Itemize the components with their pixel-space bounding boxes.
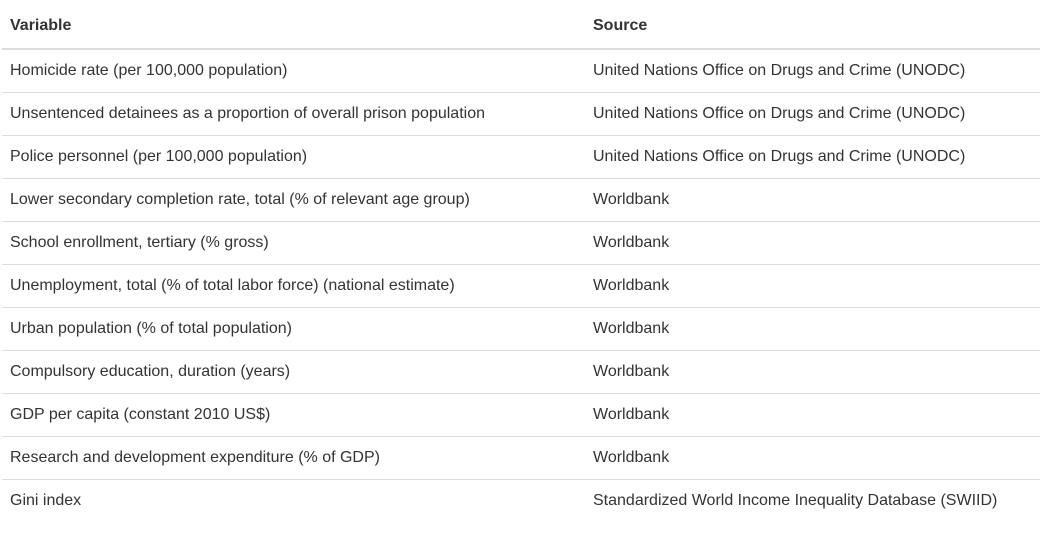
source-cell: Worldbank <box>585 307 1040 351</box>
source-cell: United Nations Office on Drugs and Crime… <box>585 49 1040 93</box>
table-row: Compulsory education, duration (years) W… <box>2 350 1040 394</box>
table-body: Homicide rate (per 100,000 population) U… <box>2 49 1040 522</box>
table-row: GDP per capita (constant 2010 US$) World… <box>2 393 1040 437</box>
variable-cell: School enrollment, tertiary (% gross) <box>2 221 585 265</box>
table-row: Unsentenced detainees as a proportion of… <box>2 92 1040 136</box>
table-header: Variable Source <box>2 4 1040 50</box>
source-cell: United Nations Office on Drugs and Crime… <box>585 92 1040 136</box>
variable-cell: Homicide rate (per 100,000 population) <box>2 49 585 93</box>
table-row: School enrollment, tertiary (% gross) Wo… <box>2 221 1040 265</box>
variables-table: Variable Source Homicide rate (per 100,0… <box>2 4 1040 522</box>
source-cell: Worldbank <box>585 264 1040 308</box>
source-cell: Worldbank <box>585 393 1040 437</box>
variable-cell: Gini index <box>10 492 82 509</box>
table-header-row: Variable Source <box>2 4 1040 50</box>
variable-cell: Urban population (% of total population) <box>2 307 585 351</box>
variable-cell: GDP per capita (constant 2010 US$) <box>2 393 585 437</box>
source-cell: United Nations Office on Drugs and Crime… <box>585 135 1040 179</box>
source-cell: Worldbank <box>585 221 1040 265</box>
table-row: Homicide rate (per 100,000 population) U… <box>2 49 1040 93</box>
source-cell: Worldbank <box>585 178 1040 222</box>
table-row: Lower secondary completion rate, total (… <box>2 178 1040 222</box>
variable-cell: Research and development expenditure (% … <box>2 436 585 480</box>
source-cell: Worldbank <box>585 350 1040 394</box>
column-header-variable: Variable <box>2 4 585 50</box>
column-header-source: Source <box>585 4 1040 50</box>
variable-cell: Unsentenced detainees as a proportion of… <box>2 92 585 136</box>
variable-cell: Police personnel (per 100,000 population… <box>2 135 585 179</box>
table-row: Gini index Standardized World Income Ine… <box>2 480 1040 523</box>
variable-cell: Compulsory education, duration (years) <box>2 350 585 394</box>
source-cell: Worldbank <box>585 436 1040 480</box>
variable-cell: Unemployment, total (% of total labor fo… <box>2 264 585 308</box>
table-row: Police personnel (per 100,000 population… <box>2 135 1040 179</box>
table-row: Research and development expenditure (% … <box>2 436 1040 480</box>
table-row: Urban population (% of total population)… <box>2 307 1040 351</box>
variable-cell: Lower secondary completion rate, total (… <box>2 178 585 222</box>
table-row: Unemployment, total (% of total labor fo… <box>2 264 1040 308</box>
source-cell: Standardized World Income Inequality Dat… <box>593 492 998 509</box>
